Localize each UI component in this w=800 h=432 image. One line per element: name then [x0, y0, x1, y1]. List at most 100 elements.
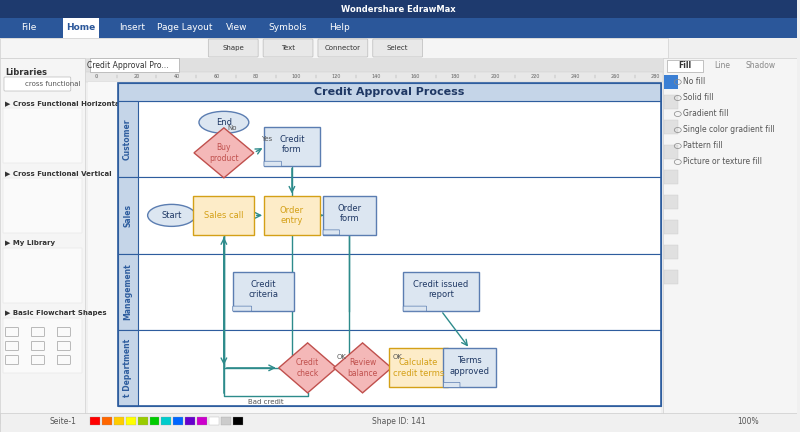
Text: ▶ Cross Functional Vertical: ▶ Cross Functional Vertical	[5, 170, 112, 176]
Text: Terms
approved: Terms approved	[450, 356, 490, 375]
Text: 140: 140	[371, 74, 381, 79]
Text: View: View	[226, 23, 247, 32]
FancyBboxPatch shape	[118, 177, 661, 254]
Text: Fill: Fill	[678, 61, 691, 70]
Text: Symbols: Symbols	[269, 23, 307, 32]
FancyBboxPatch shape	[198, 417, 207, 425]
Text: Order
form: Order form	[338, 203, 362, 223]
Text: Shape ID: 141: Shape ID: 141	[372, 417, 426, 426]
Text: Wondershare EdrawMax: Wondershare EdrawMax	[342, 4, 456, 13]
FancyBboxPatch shape	[118, 101, 661, 177]
FancyBboxPatch shape	[194, 196, 254, 235]
Text: Order
entry: Order entry	[280, 206, 304, 225]
FancyBboxPatch shape	[4, 77, 70, 91]
FancyBboxPatch shape	[118, 254, 661, 330]
FancyBboxPatch shape	[443, 348, 496, 388]
Text: Sales: Sales	[123, 204, 132, 227]
FancyBboxPatch shape	[403, 306, 426, 311]
Text: Page Layout: Page Layout	[157, 23, 212, 32]
FancyBboxPatch shape	[264, 127, 320, 166]
Text: Text: Text	[281, 45, 295, 51]
FancyBboxPatch shape	[85, 72, 663, 82]
FancyBboxPatch shape	[138, 417, 147, 425]
FancyBboxPatch shape	[102, 417, 112, 425]
Text: Calculate
credit terms: Calculate credit terms	[393, 358, 444, 378]
FancyBboxPatch shape	[664, 95, 678, 109]
Text: Credit
form: Credit form	[279, 135, 305, 155]
FancyBboxPatch shape	[664, 195, 678, 209]
FancyBboxPatch shape	[3, 318, 82, 373]
FancyBboxPatch shape	[210, 417, 219, 425]
FancyBboxPatch shape	[389, 348, 448, 388]
FancyBboxPatch shape	[0, 413, 798, 432]
Text: 40: 40	[174, 74, 179, 79]
Text: 100: 100	[291, 74, 301, 79]
FancyBboxPatch shape	[667, 60, 702, 72]
FancyBboxPatch shape	[150, 417, 159, 425]
FancyBboxPatch shape	[0, 38, 668, 58]
FancyBboxPatch shape	[118, 83, 661, 101]
FancyBboxPatch shape	[118, 177, 138, 254]
FancyBboxPatch shape	[62, 18, 98, 38]
Text: 180: 180	[451, 74, 460, 79]
Text: Yes: Yes	[262, 136, 273, 142]
Text: 200: 200	[490, 74, 500, 79]
Ellipse shape	[148, 204, 195, 226]
Text: cross functional: cross functional	[25, 81, 81, 87]
Text: End: End	[216, 118, 232, 127]
FancyBboxPatch shape	[664, 220, 678, 234]
FancyBboxPatch shape	[222, 417, 231, 425]
FancyBboxPatch shape	[126, 417, 135, 425]
FancyBboxPatch shape	[186, 417, 195, 425]
Text: Credit
criteria: Credit criteria	[248, 280, 278, 299]
Polygon shape	[194, 128, 254, 178]
Text: No: No	[227, 124, 236, 130]
FancyBboxPatch shape	[318, 39, 368, 57]
FancyBboxPatch shape	[0, 18, 798, 38]
Text: 100%: 100%	[737, 417, 758, 426]
Ellipse shape	[199, 111, 249, 133]
Text: Line: Line	[714, 61, 730, 70]
Text: Shadow: Shadow	[746, 61, 775, 70]
Text: Picture or texture fill: Picture or texture fill	[682, 158, 762, 166]
Text: Credit
check: Credit check	[296, 358, 319, 378]
Text: t Department: t Department	[123, 339, 132, 397]
FancyBboxPatch shape	[233, 306, 252, 311]
FancyBboxPatch shape	[90, 58, 179, 72]
Text: Libraries: Libraries	[5, 68, 47, 77]
Polygon shape	[334, 343, 391, 393]
FancyBboxPatch shape	[85, 58, 663, 72]
Text: Credit issued
report: Credit issued report	[414, 280, 469, 299]
FancyBboxPatch shape	[234, 417, 243, 425]
FancyBboxPatch shape	[403, 272, 479, 311]
FancyBboxPatch shape	[118, 101, 138, 177]
Text: ▶ Cross Functional Horizontal: ▶ Cross Functional Horizontal	[5, 100, 122, 106]
FancyBboxPatch shape	[208, 39, 258, 57]
Text: 220: 220	[530, 74, 540, 79]
Text: Insert: Insert	[119, 23, 146, 32]
Text: OK: OK	[393, 354, 402, 360]
Text: Single color gradient fill: Single color gradient fill	[682, 126, 774, 134]
Text: 0: 0	[95, 74, 98, 79]
FancyBboxPatch shape	[663, 58, 798, 423]
Text: Sales call: Sales call	[204, 211, 244, 220]
Text: Start: Start	[162, 211, 182, 220]
FancyBboxPatch shape	[114, 417, 123, 425]
FancyBboxPatch shape	[664, 75, 678, 89]
Text: OK: OK	[337, 354, 347, 360]
FancyBboxPatch shape	[664, 120, 678, 134]
Text: Shape: Shape	[222, 45, 244, 51]
FancyBboxPatch shape	[264, 161, 282, 166]
Text: ▶ My Library: ▶ My Library	[5, 240, 55, 246]
Text: Help: Help	[330, 23, 350, 32]
Text: Connector: Connector	[325, 45, 361, 51]
Text: Credit Approval Process: Credit Approval Process	[314, 87, 465, 97]
FancyBboxPatch shape	[264, 196, 320, 235]
Text: Customer: Customer	[123, 118, 132, 160]
FancyBboxPatch shape	[664, 245, 678, 259]
FancyBboxPatch shape	[323, 196, 376, 235]
Text: Pattern fill: Pattern fill	[682, 142, 722, 150]
FancyBboxPatch shape	[664, 145, 678, 159]
Text: Review
balance: Review balance	[347, 358, 378, 378]
Text: 20: 20	[134, 74, 140, 79]
